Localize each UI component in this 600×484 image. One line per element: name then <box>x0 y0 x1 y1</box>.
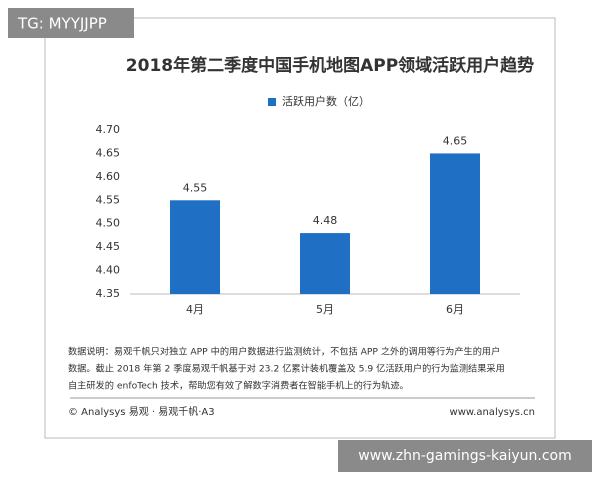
source-url: www.analysys.cn <box>450 407 535 418</box>
site: www.zhn-gamings-kaiyun.com <box>358 448 571 464</box>
site-bg <box>338 440 592 472</box>
bar <box>170 200 220 294</box>
y-tick-label: 4.60 <box>96 170 121 183</box>
note: 数据。截止 2018 年第 2 季度易观千帆基于对 23.2 亿累计装机覆盖及 … <box>68 363 505 375</box>
y-tick-label: 4.35 <box>96 287 121 300</box>
y-tick-label: 4.40 <box>96 264 121 277</box>
source: © Analysys 易观 · 易观千帆·A3 <box>68 405 215 418</box>
y-tick-label: 4.45 <box>96 240 121 253</box>
x-tick-label: 4月 <box>186 303 204 316</box>
bar <box>300 233 350 294</box>
legend-label: 活跃用户数（亿） <box>282 94 370 108</box>
badge-bg <box>8 8 134 38</box>
data-label: 4.65 <box>443 134 468 147</box>
bar <box>430 153 480 294</box>
chart-title: 2018年第二季度中国手机地图APP领域活跃用户趋势 <box>126 55 534 76</box>
note: 数据说明：易观千帆只对独立 APP 中的用户数据进行监测统计，不包括 APP 之… <box>68 346 500 358</box>
x-tick-label: 6月 <box>446 303 464 316</box>
badge: TG: MYYJJPP <box>17 15 107 33</box>
note: 自主研发的 enfoTech 技术，帮助您有效了解数字消费者在智能手机上的行为轨… <box>68 380 409 392</box>
data-label: 4.48 <box>313 214 338 227</box>
data-label: 4.55 <box>183 181 208 194</box>
x-tick-label: 5月 <box>316 303 334 316</box>
y-tick-label: 4.50 <box>96 217 121 230</box>
y-tick-label: 4.55 <box>96 193 121 206</box>
y-tick-label: 4.70 <box>96 123 121 136</box>
y-tick-label: 4.65 <box>96 146 121 159</box>
legend-swatch <box>268 98 276 106</box>
